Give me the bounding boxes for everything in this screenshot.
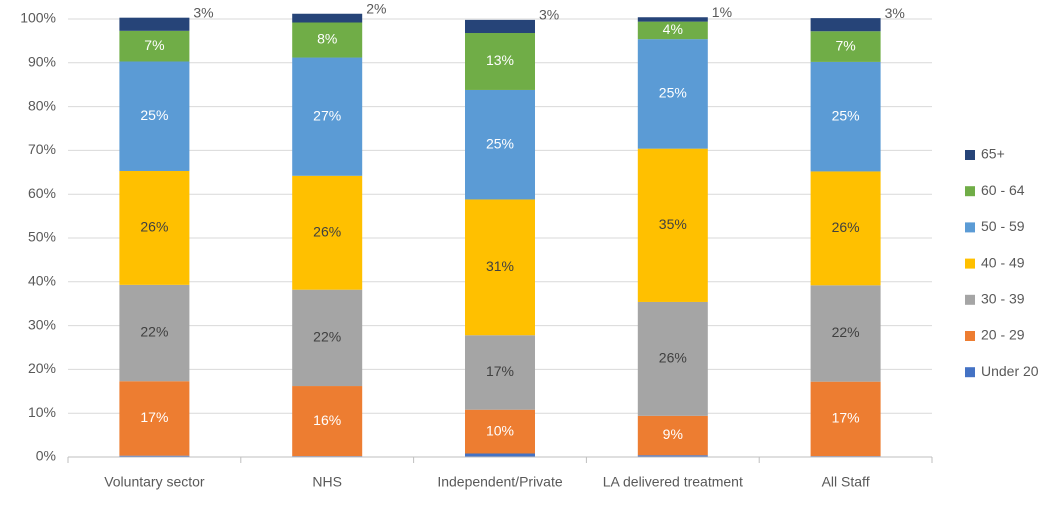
legend-label: 40 - 49 — [981, 254, 1025, 270]
data-label: 26% — [313, 223, 341, 239]
bar-segment — [292, 57, 363, 176]
data-label: 10% — [486, 422, 514, 438]
data-label: 7% — [144, 37, 164, 53]
bar-segment — [119, 455, 190, 457]
x-tick-label: LA delivered treatment — [603, 474, 743, 490]
bar-segment — [637, 455, 708, 457]
bar-segment — [119, 170, 190, 285]
bar-segment — [119, 30, 190, 62]
bar-segment — [810, 381, 881, 457]
y-tick-label: 90% — [28, 54, 56, 70]
bar-segment — [465, 33, 535, 90]
data-label: 17% — [486, 363, 514, 379]
y-tick-label: 40% — [28, 273, 56, 289]
x-tick-label: Voluntary sector — [104, 474, 205, 490]
legend-swatch — [965, 186, 975, 197]
legend-label: 30 - 39 — [981, 291, 1025, 307]
legend-label: 65+ — [981, 146, 1005, 162]
legend-swatch — [965, 294, 975, 305]
y-tick-label: 30% — [28, 316, 56, 332]
legend-label: Under 20 — [981, 363, 1039, 379]
bar-segment — [637, 21, 708, 40]
y-tick-label: 10% — [28, 404, 56, 420]
bar-segment — [465, 335, 535, 410]
x-tick-label: All Staff — [822, 474, 870, 490]
data-label: 27% — [313, 107, 341, 123]
bar-segment — [292, 175, 363, 290]
data-label: 3% — [539, 7, 559, 23]
legend-label: 60 - 64 — [981, 182, 1025, 198]
bar-segment — [292, 13, 363, 23]
data-label: 16% — [313, 412, 341, 428]
data-label: 17% — [140, 409, 168, 425]
bar-segment — [465, 409, 535, 454]
y-tick-label: 60% — [28, 185, 56, 201]
bar-segment — [119, 61, 190, 171]
bar-segment — [810, 171, 881, 286]
bar-segment — [119, 381, 190, 456]
data-label: 3% — [193, 4, 213, 20]
bar-segment — [637, 148, 708, 302]
legend-swatch — [965, 150, 975, 160]
bar-segment — [119, 17, 190, 31]
legend-label: 50 - 59 — [981, 218, 1025, 234]
y-tick-label: 20% — [28, 360, 56, 376]
data-label: 7% — [835, 37, 855, 53]
y-tick-label: 0% — [36, 448, 56, 464]
bar-segment — [810, 18, 881, 32]
data-label: 25% — [140, 107, 168, 123]
data-label: 25% — [486, 135, 514, 151]
bar-segment — [119, 284, 190, 382]
bar-segment — [292, 386, 363, 457]
bar-segment — [637, 39, 708, 149]
bar-segment — [637, 17, 708, 22]
data-label: 2% — [366, 0, 386, 16]
legend-swatch — [965, 258, 975, 269]
data-label: 22% — [140, 324, 168, 340]
legend-swatch — [965, 331, 975, 341]
data-label: 9% — [663, 426, 683, 442]
data-label: 4% — [663, 21, 683, 37]
data-label: 17% — [832, 410, 860, 426]
data-label: 1% — [712, 4, 732, 20]
y-tick-label: 70% — [28, 141, 56, 157]
y-tick-label: 50% — [28, 229, 56, 245]
bar-segment — [810, 61, 881, 172]
data-label: 13% — [486, 52, 514, 68]
legend-label: 20 - 29 — [981, 327, 1025, 343]
legend-swatch — [965, 367, 975, 378]
bar-segment — [465, 453, 535, 457]
data-label: 3% — [885, 5, 905, 21]
data-label: 22% — [832, 324, 860, 340]
data-label: 25% — [659, 85, 687, 101]
bar-segment — [810, 285, 881, 382]
data-label: 22% — [313, 329, 341, 345]
bar-segment — [637, 301, 708, 416]
y-tick-label: 80% — [28, 97, 56, 113]
data-label: 26% — [832, 219, 860, 235]
data-label: 31% — [486, 258, 514, 274]
data-label: 25% — [832, 107, 860, 123]
bar-segment — [465, 199, 535, 336]
x-tick-label: Independent/Private — [437, 474, 563, 490]
bar-segment — [292, 22, 363, 58]
data-label: 35% — [659, 216, 687, 232]
x-tick-label: NHS — [312, 474, 342, 490]
y-tick-label: 100% — [20, 10, 56, 26]
bar-segment — [292, 289, 363, 387]
data-label: 8% — [317, 31, 337, 47]
legend-swatch — [965, 222, 975, 233]
bar-segment — [465, 89, 535, 200]
data-label: 26% — [140, 219, 168, 235]
bar-segment — [465, 19, 535, 34]
data-label: 26% — [659, 350, 687, 366]
bar-segment — [810, 31, 881, 62]
bar-segment — [637, 415, 708, 456]
